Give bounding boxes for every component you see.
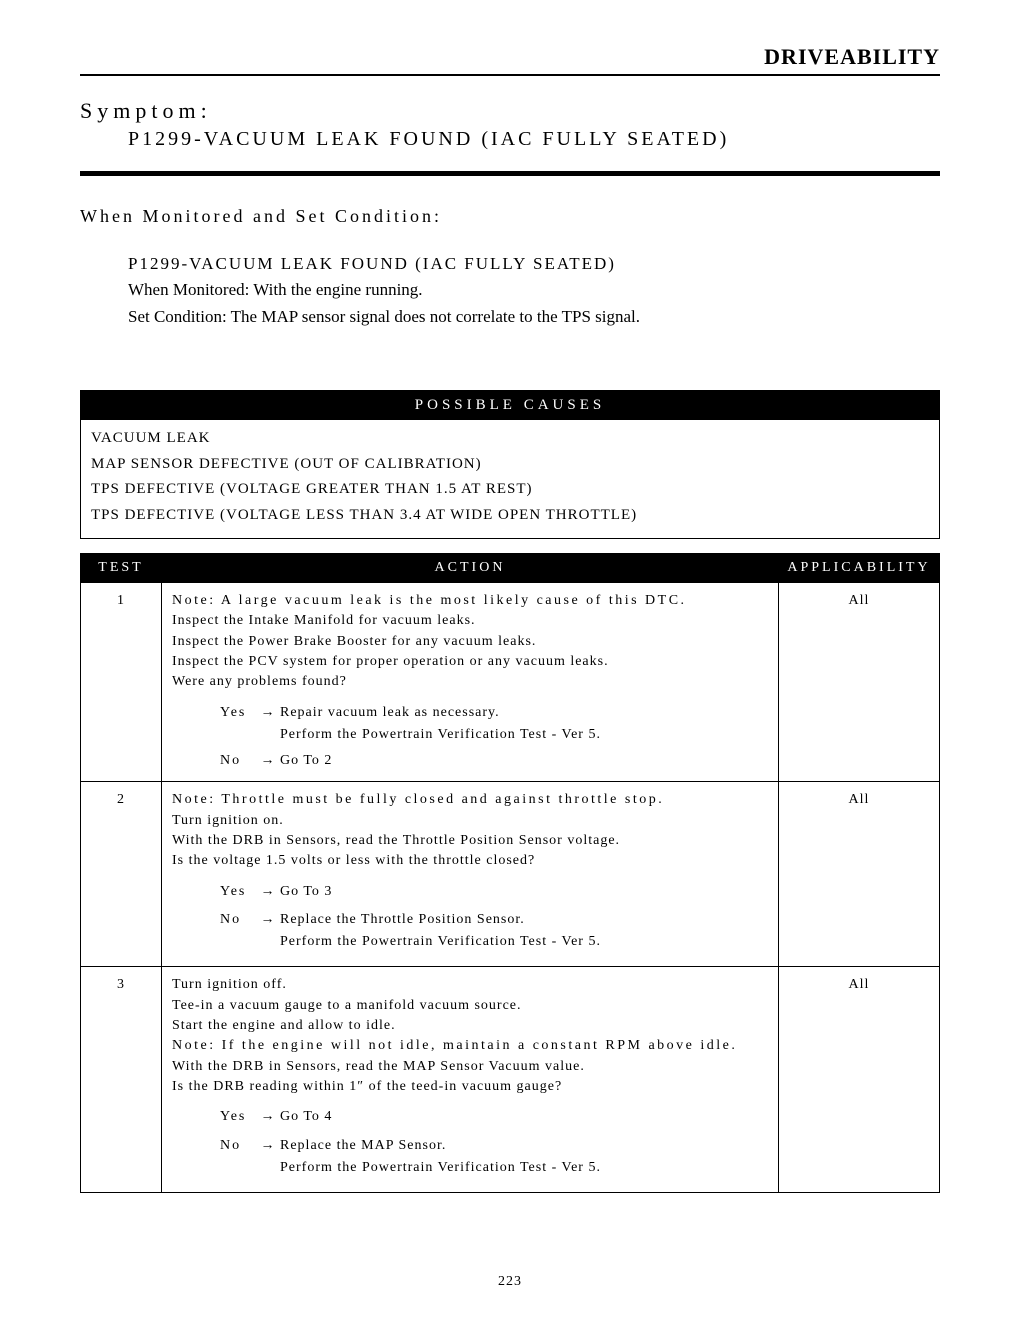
condition-label: When Monitored and Set Condition:: [80, 206, 940, 227]
table-row: 2 Note: Throttle must be fully closed an…: [81, 782, 940, 967]
cause-item: VACUUM LEAK: [91, 426, 929, 452]
table-row: 3 Turn ignition off. Tee-in a vacuum gau…: [81, 967, 940, 1193]
branch-text: Repair vacuum leak as necessary.: [280, 703, 768, 723]
branch-key-no: No: [220, 1136, 256, 1156]
action-line: Inspect the Power Brake Booster for any …: [172, 634, 536, 649]
arrow-icon: →: [256, 910, 280, 930]
action-line: Were any problems found?: [172, 674, 347, 689]
th-test: TEST: [81, 554, 162, 583]
arrow-icon: →: [256, 751, 280, 771]
symptom-title: P1299-VACUUM LEAK FOUND (IAC FULLY SEATE…: [80, 128, 940, 151]
branch-key-yes: Yes: [220, 882, 256, 902]
test-app: All: [779, 782, 940, 967]
branch-yes: Yes → Go To 4 No → Replace the MAP Senso…: [172, 1107, 768, 1178]
action-line: With the DRB in Sensors, read the Thrott…: [172, 833, 620, 848]
branch-subtext: Perform the Powertrain Verification Test…: [220, 725, 768, 745]
arrow-icon: →: [256, 1136, 280, 1156]
test-action: Note: A large vacuum leak is the most li…: [162, 583, 779, 782]
arrow-icon: →: [256, 1107, 280, 1127]
test-num: 1: [81, 583, 162, 782]
branch-key-yes: Yes: [220, 703, 256, 723]
condition-body: P1299-VACUUM LEAK FOUND (IAC FULLY SEATE…: [80, 251, 940, 330]
note-line: Note: A large vacuum leak is the most li…: [172, 593, 687, 608]
page: DRIVEABILITY Symptom: P1299-VACUUM LEAK …: [0, 0, 1020, 1320]
action-line: Is the voltage 1.5 volts or less with th…: [172, 853, 535, 868]
branch-yes: Yes → Go To 3 No → Replace the Throttle …: [172, 882, 768, 953]
branch-subtext: Perform the Powertrain Verification Test…: [220, 1158, 768, 1178]
divider-rule: [80, 171, 940, 176]
th-applicability: APPLICABILITY: [779, 554, 940, 583]
branch-key-no: No: [220, 910, 256, 930]
section-header: DRIVEABILITY: [80, 44, 940, 76]
condition-title: P1299-VACUUM LEAK FOUND (IAC FULLY SEATE…: [128, 251, 940, 277]
possible-causes-body: VACUUM LEAK MAP SENSOR DEFECTIVE (OUT OF…: [81, 420, 939, 538]
note-line: Note: If the engine will not idle, maint…: [172, 1038, 737, 1053]
action-line: Start the engine and allow to idle.: [172, 1018, 396, 1033]
possible-causes-box: POSSIBLE CAUSES VACUUM LEAK MAP SENSOR D…: [80, 390, 940, 539]
symptom-label: Symptom:: [80, 98, 940, 124]
arrow-icon: →: [256, 703, 280, 723]
test-action: Turn ignition off. Tee-in a vacuum gauge…: [162, 967, 779, 1193]
branch-text: Go To 4: [280, 1107, 768, 1127]
test-num: 3: [81, 967, 162, 1193]
action-line: Tee-in a vacuum gauge to a manifold vacu…: [172, 998, 522, 1013]
branch-text: Go To 3: [280, 882, 768, 902]
branch-text: Replace the MAP Sensor.: [280, 1136, 768, 1156]
branch-key-no: No: [220, 751, 256, 771]
condition-monitored: When Monitored: With the engine running.: [128, 277, 940, 303]
note-line: Note: Throttle must be fully closed and …: [172, 792, 664, 807]
test-app: All: [779, 583, 940, 782]
symptom-block: Symptom: P1299-VACUUM LEAK FOUND (IAC FU…: [80, 98, 940, 151]
test-num: 2: [81, 782, 162, 967]
action-line: Is the DRB reading within 1″ of the teed…: [172, 1079, 562, 1094]
cause-item: TPS DEFECTIVE (VOLTAGE GREATER THAN 1.5 …: [91, 477, 929, 503]
condition-set: Set Condition: The MAP sensor signal doe…: [128, 304, 940, 330]
page-number: 223: [0, 1274, 1020, 1290]
branch-subtext: Perform the Powertrain Verification Test…: [220, 932, 768, 952]
action-line: Turn ignition off.: [172, 977, 287, 992]
cause-item: TPS DEFECTIVE (VOLTAGE LESS THAN 3.4 AT …: [91, 503, 929, 529]
branch-yes: Yes → Repair vacuum leak as necessary. P…: [172, 703, 768, 772]
test-app: All: [779, 967, 940, 1193]
action-line: Inspect the PCV system for proper operat…: [172, 654, 609, 669]
branch-key-yes: Yes: [220, 1107, 256, 1127]
test-action: Note: Throttle must be fully closed and …: [162, 782, 779, 967]
action-line: With the DRB in Sensors, read the MAP Se…: [172, 1059, 585, 1074]
table-row: 1 Note: A large vacuum leak is the most …: [81, 583, 940, 782]
test-table: TEST ACTION APPLICABILITY 1 Note: A larg…: [80, 553, 940, 1193]
branch-text: Go To 2: [280, 751, 768, 771]
branch-text: Replace the Throttle Position Sensor.: [280, 910, 768, 930]
action-line: Inspect the Intake Manifold for vacuum l…: [172, 613, 476, 628]
arrow-icon: →: [256, 882, 280, 902]
cause-item: MAP SENSOR DEFECTIVE (OUT OF CALIBRATION…: [91, 452, 929, 478]
possible-causes-header: POSSIBLE CAUSES: [81, 391, 939, 420]
action-line: Turn ignition on.: [172, 813, 284, 828]
th-action: ACTION: [162, 554, 779, 583]
